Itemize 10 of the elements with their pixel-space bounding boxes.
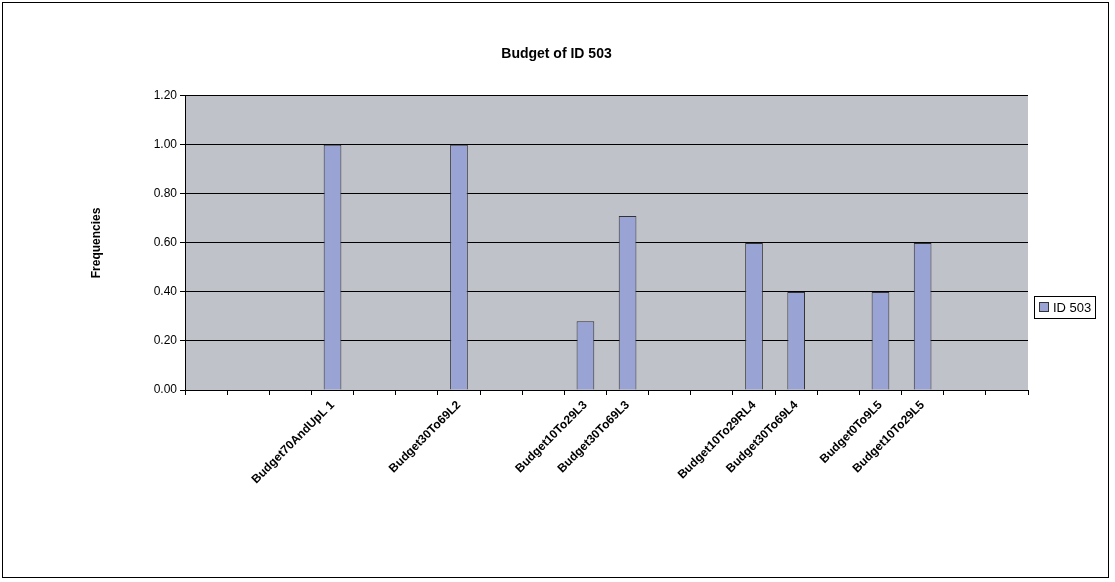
legend-label: ID 503: [1053, 299, 1092, 315]
y-tick-label: 0.40: [153, 284, 178, 299]
y-tick-label: 1.00: [153, 137, 178, 152]
y-tick-label: 0.60: [153, 235, 178, 250]
y-axis-title: Frequencies: [88, 207, 103, 279]
y-tick-label: 0.20: [153, 333, 178, 348]
y-tick-label: 1.20: [153, 88, 178, 103]
chart-title: Budget of ID 503: [501, 45, 612, 62]
y-tick-label: 0.00: [153, 382, 178, 397]
y-tick-label: 0.80: [153, 186, 178, 201]
